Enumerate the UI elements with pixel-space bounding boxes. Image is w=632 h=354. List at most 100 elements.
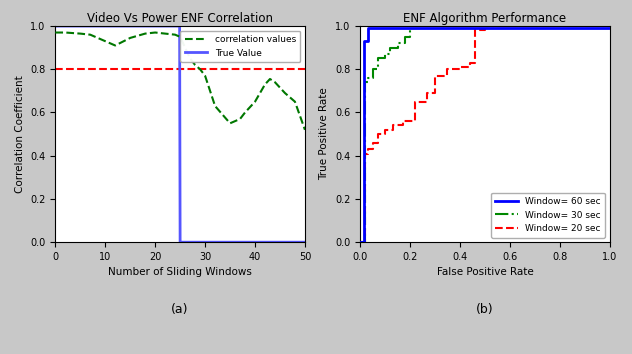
Window= 30 sec — [406, 35, 414, 39]
Line: Window= 30 sec: Window= 30 sec — [360, 26, 610, 242]
correlation values — [181, 46, 189, 50]
Window= 60 sec — [606, 26, 614, 30]
Window= 30 sec — [369, 67, 377, 72]
correlation values — [76, 32, 84, 36]
Window= 20 sec — [456, 67, 464, 72]
Legend: correlation values, True Value: correlation values, True Value — [180, 30, 300, 62]
Window= 60 sec — [356, 240, 364, 244]
Text: (a): (a) — [171, 303, 189, 316]
correlation values — [236, 117, 244, 121]
Window= 30 sec — [606, 24, 614, 28]
Window= 30 sec — [356, 240, 364, 244]
Window= 30 sec — [386, 52, 394, 56]
Window= 20 sec — [444, 67, 451, 72]
Window= 60 sec — [364, 26, 372, 30]
True Value — [176, 24, 183, 28]
Window= 20 sec — [444, 74, 451, 78]
Y-axis label: True Positive Rate: True Positive Rate — [319, 88, 329, 181]
correlation values — [176, 35, 184, 39]
Window= 20 sec — [471, 28, 478, 33]
Window= 30 sec — [394, 41, 401, 45]
Window= 20 sec — [374, 141, 381, 145]
Window= 20 sec — [423, 99, 431, 104]
Window= 20 sec — [481, 24, 489, 28]
Window= 20 sec — [374, 132, 381, 136]
Window= 30 sec — [406, 24, 414, 28]
Window= 30 sec — [374, 67, 381, 72]
correlation values — [142, 32, 149, 36]
correlation values — [171, 33, 179, 37]
True Value — [301, 240, 308, 244]
Window= 20 sec — [471, 61, 478, 65]
Line: Window= 60 sec: Window= 60 sec — [360, 28, 610, 242]
Window= 20 sec — [481, 28, 489, 33]
Window= 60 sec — [360, 240, 368, 244]
Window= 20 sec — [423, 91, 431, 95]
correlation values — [301, 128, 308, 132]
Window= 60 sec — [356, 240, 364, 244]
Window= 30 sec — [401, 41, 409, 45]
correlation values — [111, 44, 119, 48]
correlation values — [126, 36, 134, 40]
Window= 60 sec — [364, 39, 372, 43]
Window= 20 sec — [369, 147, 377, 152]
Window= 30 sec — [381, 52, 389, 56]
correlation values — [61, 30, 69, 35]
Line: correlation values: correlation values — [56, 33, 305, 130]
Window= 20 sec — [356, 240, 364, 244]
correlation values — [241, 110, 249, 115]
Window= 20 sec — [364, 147, 372, 152]
correlation values — [197, 67, 204, 72]
Window= 30 sec — [381, 56, 389, 61]
correlation values — [291, 99, 299, 104]
Window= 20 sec — [411, 119, 419, 123]
X-axis label: False Positive Rate: False Positive Rate — [437, 268, 533, 278]
Window= 30 sec — [394, 46, 401, 50]
correlation values — [161, 32, 169, 36]
Window= 20 sec — [399, 123, 406, 127]
Window= 30 sec — [401, 35, 409, 39]
correlation values — [87, 33, 94, 37]
Window= 30 sec — [362, 80, 369, 84]
Window= 20 sec — [466, 65, 474, 69]
Window= 30 sec — [374, 56, 381, 61]
Title: Video Vs Power ENF Correlation: Video Vs Power ENF Correlation — [87, 12, 273, 25]
correlation values — [251, 99, 258, 104]
correlation values — [201, 74, 209, 78]
Line: True Value: True Value — [56, 26, 305, 242]
correlation values — [266, 77, 274, 81]
Window= 20 sec — [362, 240, 369, 244]
Window= 20 sec — [606, 24, 614, 28]
Window= 30 sec — [362, 240, 369, 244]
Window= 30 sec — [364, 80, 372, 84]
Window= 20 sec — [466, 61, 474, 65]
Window= 20 sec — [369, 141, 377, 145]
Text: (b): (b) — [476, 303, 494, 316]
correlation values — [102, 39, 109, 43]
Window= 20 sec — [399, 119, 406, 123]
correlation values — [271, 80, 279, 84]
correlation values — [191, 63, 199, 67]
Window= 20 sec — [389, 128, 396, 132]
correlation values — [211, 104, 219, 108]
Window= 20 sec — [381, 132, 389, 136]
Window= 30 sec — [364, 76, 372, 80]
X-axis label: Number of Sliding Windows: Number of Sliding Windows — [108, 268, 252, 278]
correlation values — [186, 56, 194, 61]
True Value — [176, 240, 184, 244]
correlation values — [261, 82, 269, 86]
Legend: Window= 60 sec, Window= 30 sec, Window= 20 sec: Window= 60 sec, Window= 30 sec, Window= … — [491, 193, 605, 238]
Window= 60 sec — [360, 39, 368, 43]
Line: Window= 20 sec: Window= 20 sec — [360, 26, 610, 242]
Y-axis label: Correlation Coefficient: Correlation Coefficient — [15, 75, 25, 193]
Window= 20 sec — [381, 128, 389, 132]
correlation values — [226, 121, 234, 125]
correlation values — [52, 30, 59, 35]
correlation values — [281, 91, 289, 95]
Window= 20 sec — [364, 152, 372, 156]
Window= 20 sec — [411, 99, 419, 104]
Title: ENF Algorithm Performance: ENF Algorithm Performance — [403, 12, 566, 25]
Window= 20 sec — [456, 65, 464, 69]
True Value — [52, 24, 59, 28]
Window= 20 sec — [431, 91, 439, 95]
